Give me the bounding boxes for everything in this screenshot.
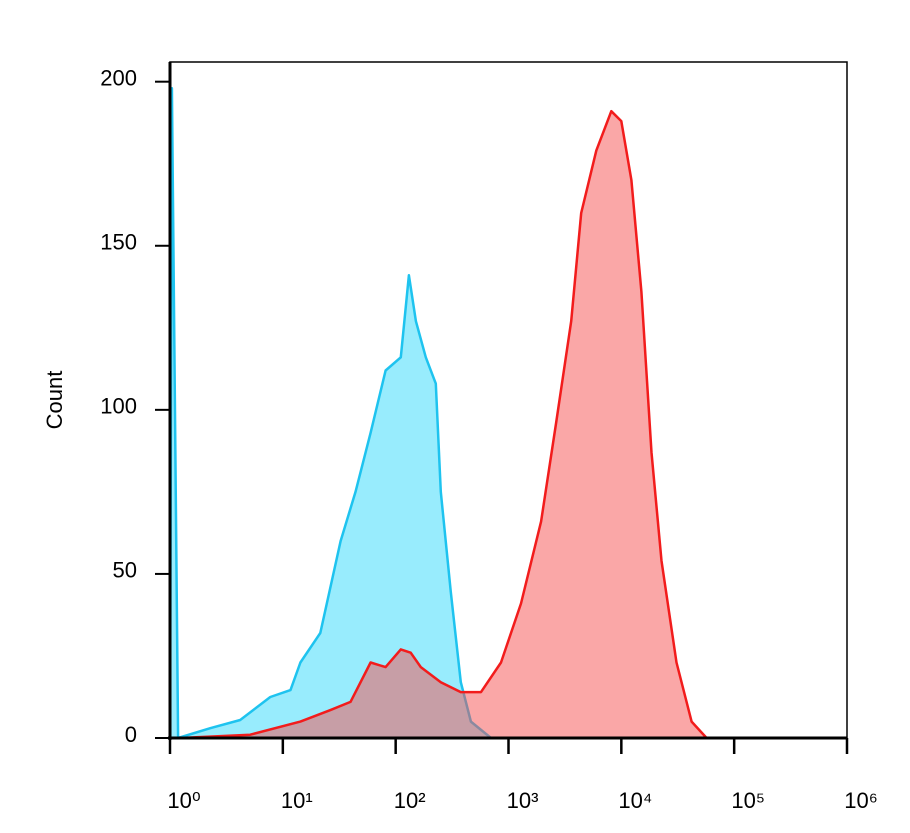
y-tick-label: 200	[100, 66, 137, 91]
x-tick-label: 10⁴	[618, 788, 652, 813]
y-tick-label: 150	[100, 230, 137, 255]
y-tick-label: 100	[100, 394, 137, 419]
x-tick-label: 10²	[394, 788, 426, 813]
histogram-area	[180, 111, 848, 738]
x-tick-label: 10¹	[281, 788, 313, 813]
histogram-line	[168, 87, 847, 740]
histogram-line	[180, 109, 847, 740]
x-tick-label: 10⁵	[731, 788, 765, 813]
histogram-area	[170, 88, 847, 739]
y-tick-label: 50	[113, 558, 137, 583]
y-axis-label: Count	[42, 371, 67, 430]
x-tick-label: 10³	[507, 788, 539, 813]
x-tick-label: 10⁶	[844, 788, 878, 813]
x-tick-label: 10⁰	[167, 788, 200, 813]
y-tick-label: 0	[125, 722, 137, 747]
